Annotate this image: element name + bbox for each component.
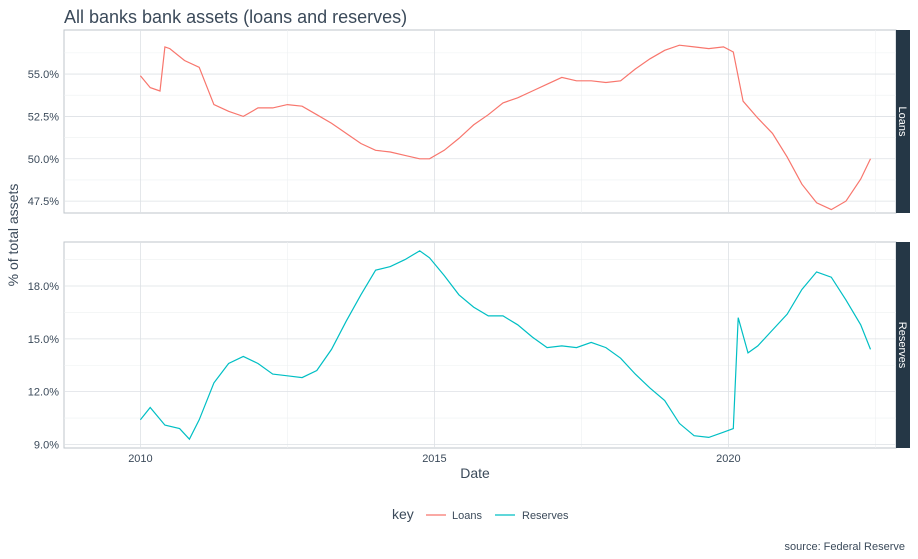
caption: source: Federal Reserve xyxy=(785,541,905,553)
loans-panel-border xyxy=(63,29,897,214)
reserves-strip-label: Reserves xyxy=(896,322,908,369)
y-tick-label: 55.0% xyxy=(28,69,59,81)
reserves-strip xyxy=(896,242,910,448)
loans-series-line xyxy=(139,44,872,211)
reserves-y-ticks: 9.0% 12.0% 15.0% 18.0% xyxy=(28,281,59,451)
x-tick-label: 2010 xyxy=(128,453,152,465)
x-axis-ticks: 2010 2015 2020 xyxy=(128,453,740,465)
loans-grid xyxy=(64,30,896,213)
reserves-series-line xyxy=(139,250,872,441)
legend-title: key xyxy=(392,506,414,522)
legend-label-loans: Loans xyxy=(452,510,482,522)
x-tick-label: 2015 xyxy=(422,453,446,465)
y-tick-label: 50.0% xyxy=(28,154,59,166)
reserves-panel-border xyxy=(63,241,897,449)
loans-strip-label: Loans xyxy=(896,107,908,137)
y-tick-label: 18.0% xyxy=(28,281,59,293)
reserves-grid xyxy=(64,242,896,448)
x-axis-title: Date xyxy=(460,465,490,481)
legend: key Loans Reserves xyxy=(392,506,569,522)
y-tick-label: 9.0% xyxy=(34,439,59,451)
chart-title: All banks bank assets (loans and reserve… xyxy=(64,7,407,27)
y-tick-label: 12.0% xyxy=(28,387,59,399)
y-tick-label: 47.5% xyxy=(28,196,59,208)
loans-strip xyxy=(896,30,910,213)
y-tick-label: 52.5% xyxy=(28,111,59,123)
loans-y-ticks: 47.5% 50.0% 52.5% 55.0% xyxy=(28,69,59,208)
reserves-panel: 9.0% 12.0% 15.0% 18.0% Reserves xyxy=(28,241,910,451)
y-tick-label: 15.0% xyxy=(28,334,59,346)
y-axis-title: % of total assets xyxy=(5,184,21,287)
legend-label-reserves: Reserves xyxy=(522,510,569,522)
x-tick-label: 2020 xyxy=(716,453,740,465)
loans-panel: 47.5% 50.0% 52.5% 55.0% Loans xyxy=(28,29,910,214)
